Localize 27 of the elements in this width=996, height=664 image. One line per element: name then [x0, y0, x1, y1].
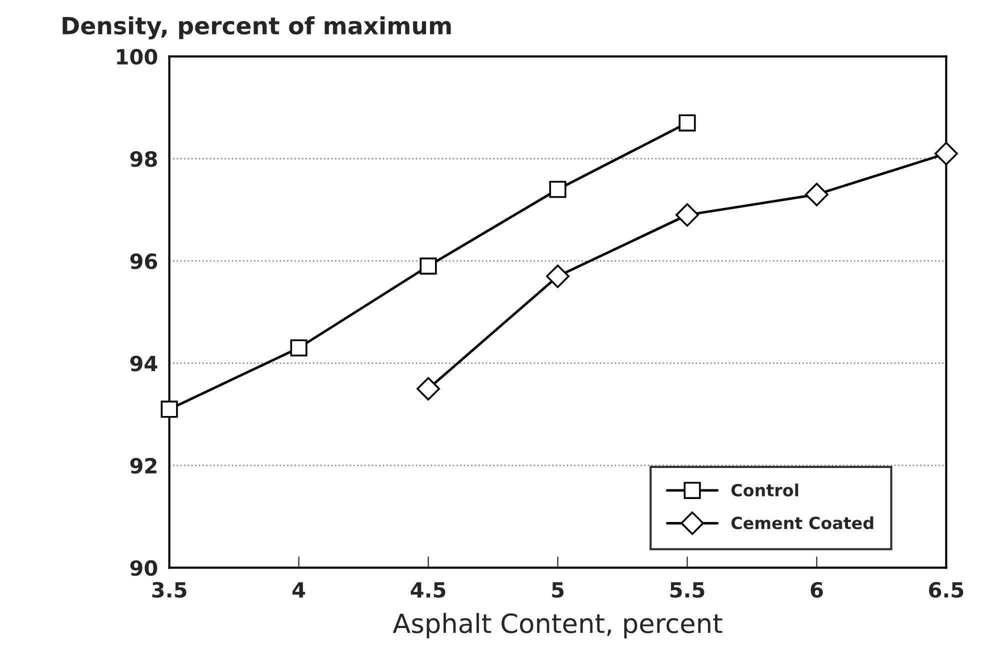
x-tick-label: 3.5	[152, 582, 186, 598]
legend-label: Control	[731, 484, 798, 496]
chart-title: Density, percent of maximum	[62, 16, 451, 40]
y-tick-label: 94	[130, 356, 158, 372]
x-tick-label: 5	[552, 582, 564, 598]
x-tick-label: 6.5	[929, 582, 964, 598]
x-tick-label: 5.5	[670, 582, 704, 598]
y-tick-label: 92	[130, 458, 156, 474]
point	[290, 339, 308, 356]
point	[160, 400, 178, 418]
x-tick-label: 6	[810, 582, 823, 598]
x-tick-label: 4	[292, 582, 306, 598]
point	[546, 264, 570, 288]
point	[934, 142, 958, 166]
x-axis-title: Asphalt Content, percent	[392, 612, 722, 638]
point	[549, 180, 566, 198]
y-tick-label: 100	[117, 48, 158, 65]
y-tick-label: 96	[130, 253, 158, 270]
legend-label: Cement Coated	[731, 516, 874, 530]
point	[805, 182, 828, 206]
point	[416, 377, 440, 400]
x-tick-label: 4.5	[410, 582, 446, 598]
point	[420, 258, 437, 275]
point	[676, 203, 699, 227]
y-tick-label: 90	[130, 560, 158, 576]
y-tick-label: 98	[130, 151, 157, 167]
point	[678, 114, 696, 132]
